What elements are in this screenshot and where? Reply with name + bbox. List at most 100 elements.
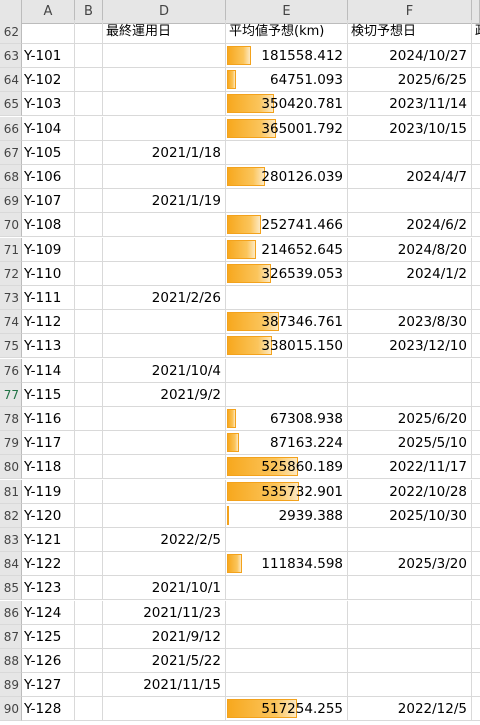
cell-g[interactable] <box>472 286 480 310</box>
cell-b[interactable] <box>75 407 103 431</box>
cell-inspection-forecast-date[interactable]: 2024/10/27 <box>348 44 472 68</box>
cell-b-title[interactable] <box>75 20 103 44</box>
header-average-forecast-km[interactable]: 平均値予想(km) <box>226 20 348 44</box>
row-header[interactable]: 64 <box>0 68 22 93</box>
cell-id[interactable]: Y-119 <box>22 479 75 504</box>
cell-inspection-forecast-date[interactable]: 2023/8/30 <box>348 310 472 335</box>
cell-last-operation-date[interactable]: 2021/10/1 <box>103 576 226 601</box>
cell-inspection-forecast-date[interactable]: 2022/11/17 <box>348 455 472 480</box>
cell-inspection-forecast-date[interactable] <box>348 528 472 552</box>
cell-average-forecast[interactable] <box>226 528 348 552</box>
cell-id[interactable]: Y-117 <box>22 431 75 456</box>
cell-average-forecast[interactable] <box>226 382 348 407</box>
row-header[interactable]: 62 <box>0 20 22 44</box>
cell-g[interactable] <box>472 649 480 673</box>
row-header[interactable]: 67 <box>0 140 22 165</box>
cell-inspection-forecast-date[interactable]: 2024/1/2 <box>348 261 472 286</box>
cell-average-forecast[interactable]: 326539.053 <box>226 261 348 286</box>
cell-average-forecast[interactable]: 214652.645 <box>226 237 348 262</box>
cell-inspection-forecast-date[interactable]: 2025/6/25 <box>348 68 472 93</box>
cell-g[interactable] <box>472 697 480 722</box>
cell-average-forecast[interactable] <box>226 358 348 383</box>
cell-last-operation-date[interactable]: 2021/9/12 <box>103 624 226 649</box>
cell-id[interactable]: Y-123 <box>22 576 75 601</box>
cell-b[interactable] <box>75 503 103 528</box>
cell-b[interactable] <box>75 528 103 552</box>
cell-last-operation-date[interactable] <box>103 552 226 577</box>
row-header[interactable]: 90 <box>0 697 22 722</box>
cell-g[interactable] <box>472 262 480 286</box>
cell-average-forecast[interactable] <box>226 624 348 649</box>
cell-g[interactable] <box>472 601 480 625</box>
cell-average-forecast[interactable]: 252741.466 <box>226 213 348 238</box>
header-truncated-g[interactable]: 政 <box>472 20 480 44</box>
cell-average-forecast[interactable] <box>226 286 348 310</box>
cell-g[interactable] <box>472 625 480 649</box>
cell-average-forecast[interactable] <box>226 140 348 165</box>
cell-last-operation-date[interactable] <box>103 431 226 456</box>
cell-average-forecast[interactable]: 111834.598 <box>226 552 348 577</box>
cell-id[interactable]: Y-127 <box>22 673 75 698</box>
cell-g[interactable] <box>472 504 480 528</box>
cell-inspection-forecast-date[interactable] <box>348 624 472 649</box>
cell-g[interactable] <box>472 117 480 141</box>
row-header[interactable]: 74 <box>0 310 22 335</box>
cell-b[interactable] <box>75 382 103 407</box>
cell-inspection-forecast-date[interactable]: 2024/8/20 <box>348 237 472 262</box>
cell-b[interactable] <box>75 68 103 93</box>
cell-b[interactable] <box>75 479 103 504</box>
cell-inspection-forecast-date[interactable] <box>348 382 472 407</box>
row-header[interactable]: 65 <box>0 92 22 117</box>
cell-g[interactable] <box>472 310 480 335</box>
cell-b[interactable] <box>75 116 103 141</box>
cell-id[interactable]: Y-121 <box>22 528 75 552</box>
row-header[interactable]: 66 <box>0 116 22 141</box>
cell-average-forecast[interactable]: 517254.255 <box>226 697 348 722</box>
cell-g[interactable] <box>472 480 480 504</box>
cell-average-forecast[interactable]: 350420.781 <box>226 92 348 117</box>
cell-inspection-forecast-date[interactable]: 2023/12/10 <box>348 334 472 359</box>
cell-g[interactable] <box>472 383 480 407</box>
cell-b[interactable] <box>75 213 103 238</box>
column-header-f[interactable]: F <box>348 0 472 24</box>
cell-average-forecast[interactable]: 67308.938 <box>226 407 348 431</box>
cell-inspection-forecast-date[interactable]: 2022/12/5 <box>348 697 472 722</box>
cell-id[interactable]: Y-114 <box>22 358 75 383</box>
cell-last-operation-date[interactable]: 2021/11/23 <box>103 600 226 625</box>
cell-id[interactable]: Y-102 <box>22 68 75 93</box>
cell-average-forecast[interactable]: 338015.150 <box>226 334 348 359</box>
row-header[interactable]: 85 <box>0 576 22 601</box>
cell-id[interactable]: Y-111 <box>22 286 75 310</box>
cell-b[interactable] <box>75 673 103 698</box>
cell-b[interactable] <box>75 455 103 480</box>
cell-inspection-forecast-date[interactable]: 2025/10/30 <box>348 503 472 528</box>
cell-average-forecast[interactable] <box>226 576 348 601</box>
row-header[interactable]: 81 <box>0 479 22 504</box>
row-header[interactable]: 76 <box>0 358 22 383</box>
cell-b[interactable] <box>75 624 103 649</box>
cell-inspection-forecast-date[interactable]: 2022/10/28 <box>348 479 472 504</box>
cell-last-operation-date[interactable] <box>103 455 226 480</box>
cell-inspection-forecast-date[interactable]: 2023/11/14 <box>348 92 472 117</box>
cell-inspection-forecast-date[interactable] <box>348 649 472 673</box>
cell-inspection-forecast-date[interactable] <box>348 286 472 310</box>
row-header[interactable]: 63 <box>0 44 22 68</box>
cell-id[interactable]: Y-120 <box>22 503 75 528</box>
cell-last-operation-date[interactable] <box>103 165 226 189</box>
row-header[interactable]: 70 <box>0 213 22 238</box>
row-header[interactable]: 68 <box>0 165 22 189</box>
cell-g[interactable] <box>472 407 480 431</box>
cell-g[interactable] <box>472 68 480 93</box>
cell-last-operation-date[interactable]: 2021/11/15 <box>103 673 226 698</box>
cell-last-operation-date[interactable]: 2021/10/4 <box>103 358 226 383</box>
row-header[interactable]: 89 <box>0 673 22 698</box>
cell-id[interactable]: Y-107 <box>22 189 75 214</box>
row-header[interactable]: 80 <box>0 455 22 480</box>
cell-g[interactable] <box>472 455 480 480</box>
column-header-d[interactable]: D <box>103 0 226 24</box>
cell-id[interactable]: Y-104 <box>22 116 75 141</box>
cell-last-operation-date[interactable]: 2021/5/22 <box>103 649 226 673</box>
row-header[interactable]: 88 <box>0 649 22 673</box>
cell-average-forecast[interactable] <box>226 649 348 673</box>
row-header[interactable]: 71 <box>0 237 22 262</box>
